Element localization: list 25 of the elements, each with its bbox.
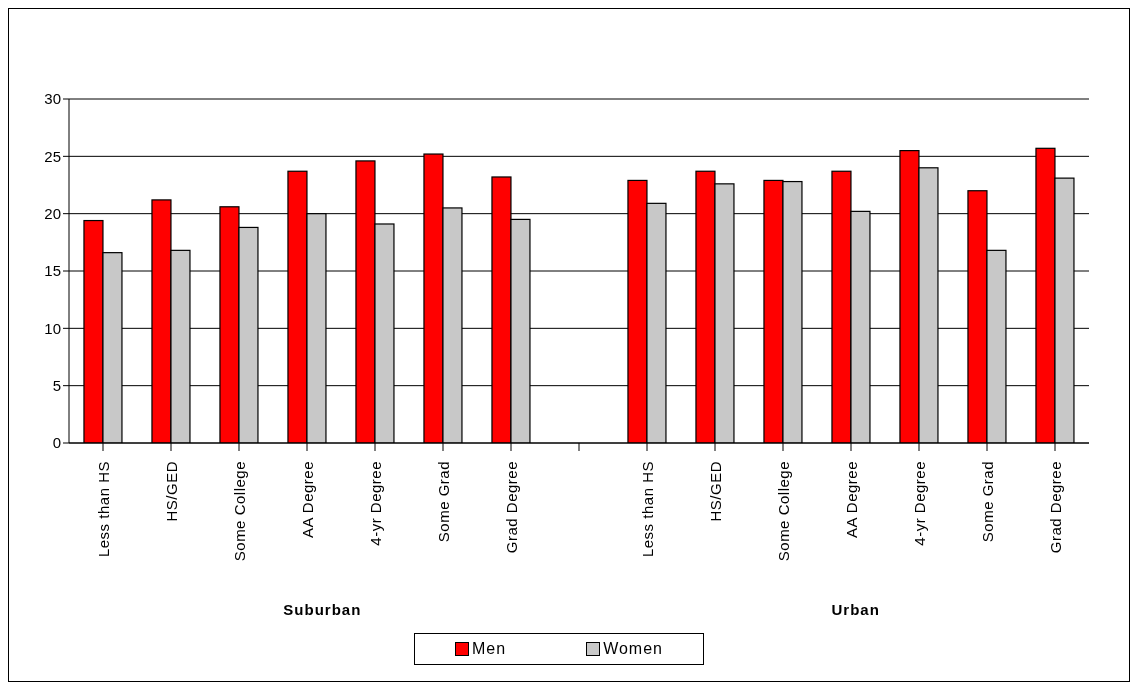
x-tick-label: Less than HS: [94, 461, 112, 558]
y-tick-label: 10: [44, 319, 61, 337]
x-tick-label: Less than HS: [638, 461, 656, 558]
x-tick-label: HS/GED: [706, 461, 724, 522]
x-tick-label: 4-yr Degree: [910, 461, 928, 546]
x-tick-label: Some College: [774, 461, 792, 562]
y-tick-label: 5: [52, 376, 61, 394]
y-tick-label: 15: [44, 262, 61, 280]
legend-label: Women: [603, 640, 663, 658]
y-tick-label: 0: [52, 434, 61, 452]
text: Urban: [830, 601, 881, 618]
x-tick-label: 4-yr Degree: [366, 461, 384, 546]
x-tick-label: Grad Degree: [1046, 461, 1064, 554]
x-tick-label: HS/GED: [162, 461, 180, 522]
x-tick-label: Grad Degree: [502, 461, 520, 554]
x-tick-label: Some Grad: [434, 461, 452, 543]
x-tick-label: Some Grad: [978, 461, 996, 543]
text: Suburban: [282, 601, 363, 618]
x-tick-label: Some College: [230, 461, 248, 562]
y-tick-label: 30: [44, 90, 61, 108]
x-tick-label: AA Degree: [298, 461, 316, 539]
y-tick-label: 25: [44, 147, 61, 165]
legend-label: Men: [472, 640, 507, 658]
y-tick-label: 20: [44, 204, 61, 222]
x-tick-label: AA Degree: [842, 461, 860, 539]
